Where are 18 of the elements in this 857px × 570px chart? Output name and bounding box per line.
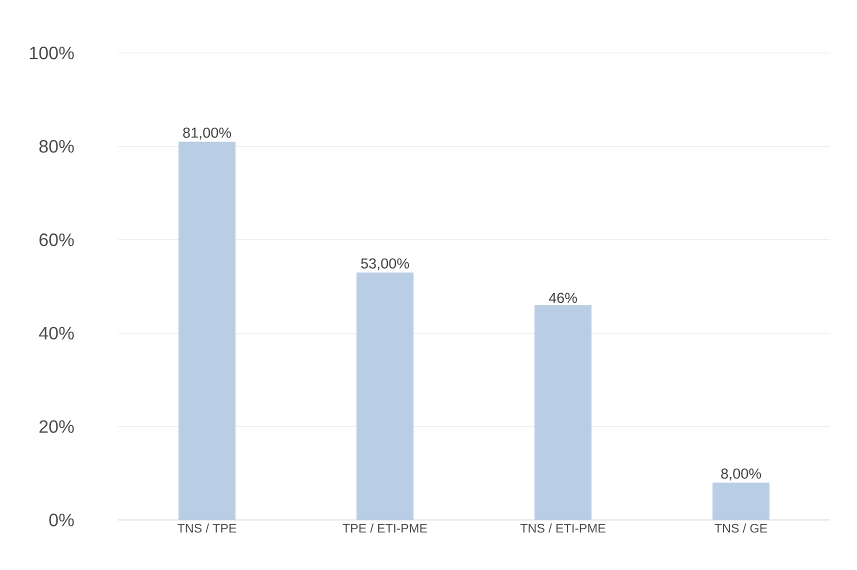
data-label: 81,00% <box>183 128 231 140</box>
data-label: 46% <box>548 292 577 303</box>
data-label: 53,00% <box>361 258 409 270</box>
x-tick-label: TNS / TPE <box>178 524 236 533</box>
y-tick-label: 40% <box>39 326 74 340</box>
y-tick-label: 80% <box>39 140 74 153</box>
bar <box>712 482 770 520</box>
x-tick-label: TNS / GE <box>714 524 768 533</box>
data-label: 8,00% <box>721 468 761 480</box>
y-tick-label: 100% <box>30 46 74 60</box>
x-tick-label: TPE / ETI-PME <box>342 524 428 533</box>
y-tick-label: 20% <box>40 420 74 433</box>
bar <box>178 142 236 520</box>
y-tick-label: 0% <box>49 514 74 526</box>
bar <box>534 305 592 520</box>
bar <box>356 272 414 520</box>
y-tick-label: 60% <box>40 233 74 246</box>
x-tick-label: TNS / ETI-PME <box>520 524 606 533</box>
